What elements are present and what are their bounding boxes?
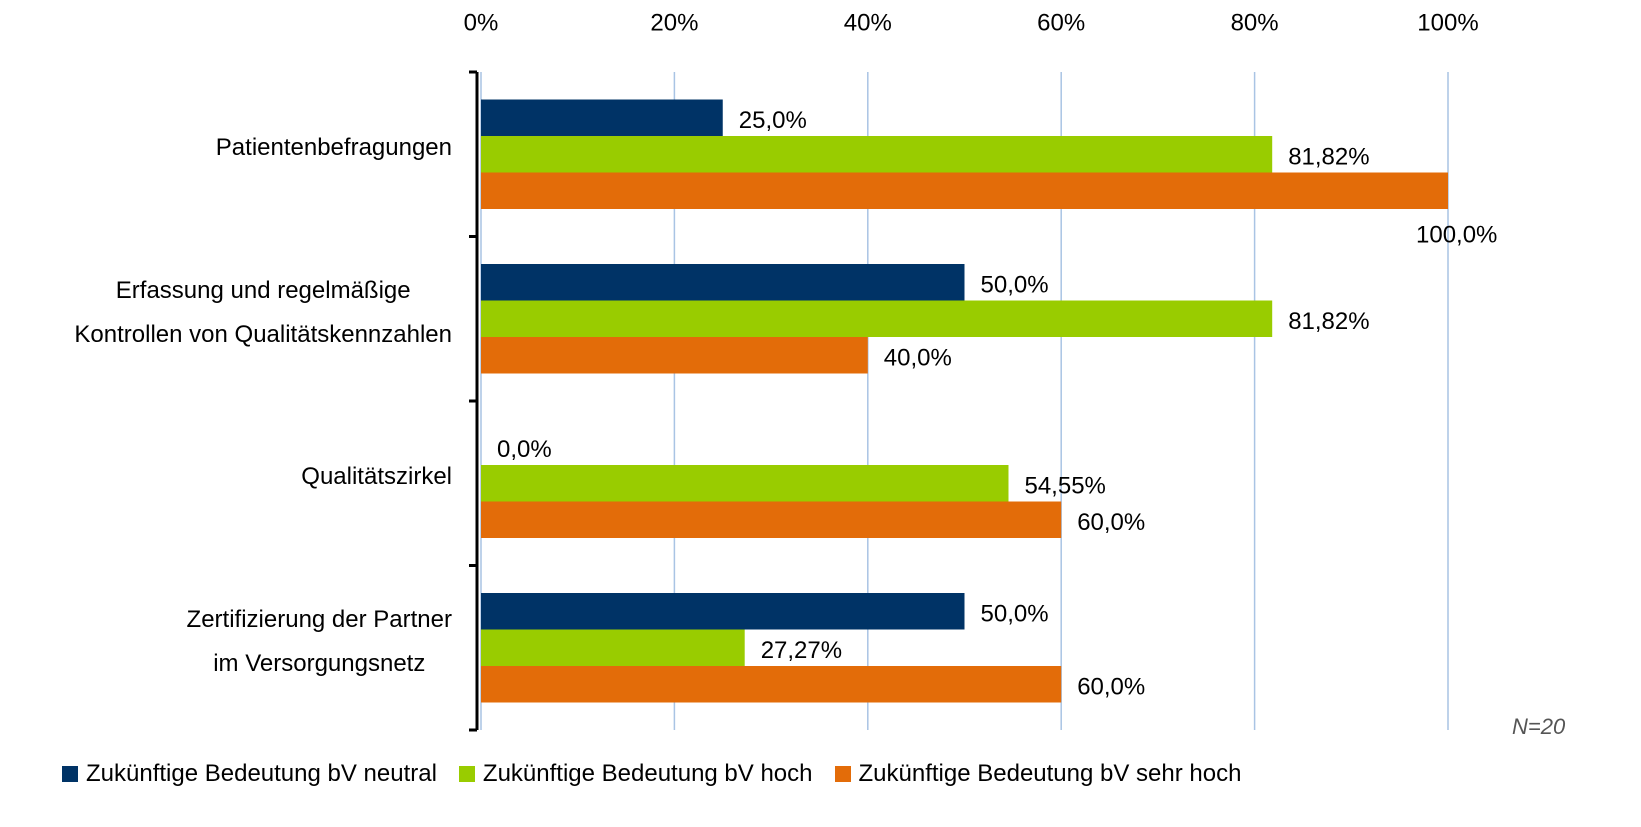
- x-tick-label: 100%: [1417, 9, 1478, 36]
- bar: [481, 666, 1062, 703]
- data-label: 60,0%: [1077, 674, 1145, 701]
- x-tick-label: 60%: [1037, 9, 1085, 36]
- data-label: 81,82%: [1288, 144, 1369, 171]
- legend-swatch: [834, 766, 851, 782]
- bar: [481, 593, 965, 630]
- legend-swatch: [62, 766, 78, 782]
- data-label: 50,0%: [981, 601, 1049, 628]
- data-label: 27,27%: [761, 637, 842, 664]
- legend-swatch: [458, 766, 475, 782]
- y-tick-label: Patientenbefragungen: [215, 134, 452, 162]
- legend-label: Zukünftige Bedeutung bV hoch: [482, 760, 813, 787]
- bar: [481, 501, 1062, 538]
- y-tick-label: Zertifizierung der Partner im Versorgung…: [186, 605, 452, 677]
- data-label: 81,82%: [1288, 308, 1369, 335]
- bar: [481, 99, 723, 136]
- y-tick-label: Erfassung und regelmäßige Kontrollen von…: [74, 276, 452, 348]
- legend-item: Zukünftige Bedeutung bV hoch: [458, 760, 813, 788]
- data-label: 100,0%: [1416, 221, 1497, 248]
- data-label: 54,55%: [1024, 473, 1105, 500]
- data-label: 40,0%: [884, 345, 952, 372]
- bar: [481, 337, 868, 374]
- legend-label: Zukünftige Bedeutung bV sehr hoch: [858, 760, 1242, 787]
- bar: [481, 629, 745, 666]
- bar: [481, 300, 1273, 337]
- data-label: 50,0%: [981, 272, 1049, 299]
- x-tick-label: 80%: [1231, 9, 1279, 36]
- bar: [481, 264, 965, 301]
- legend-item: Zukünftige Bedeutung bV sehr hoch: [834, 760, 1242, 788]
- x-tick-label: 40%: [844, 9, 892, 36]
- data-label: 25,0%: [739, 107, 807, 134]
- bar: [481, 465, 1009, 502]
- data-label: 0,0%: [497, 436, 552, 463]
- legend-label: Zukünftige Bedeutung bV neutral: [86, 760, 437, 787]
- x-tick-label: 0%: [464, 9, 499, 36]
- y-tick-label: Qualitätszirkel: [301, 463, 452, 491]
- data-label: 60,0%: [1077, 509, 1145, 536]
- bar: [481, 172, 1448, 209]
- bar: [481, 136, 1273, 173]
- legend-item: Zukünftige Bedeutung bV neutral: [62, 760, 437, 788]
- x-tick-label: 20%: [650, 9, 698, 36]
- annotation: N=20: [1512, 714, 1566, 739]
- legend: Zukünftige Bedeutung bV neutral Zukünftig…: [62, 760, 1263, 788]
